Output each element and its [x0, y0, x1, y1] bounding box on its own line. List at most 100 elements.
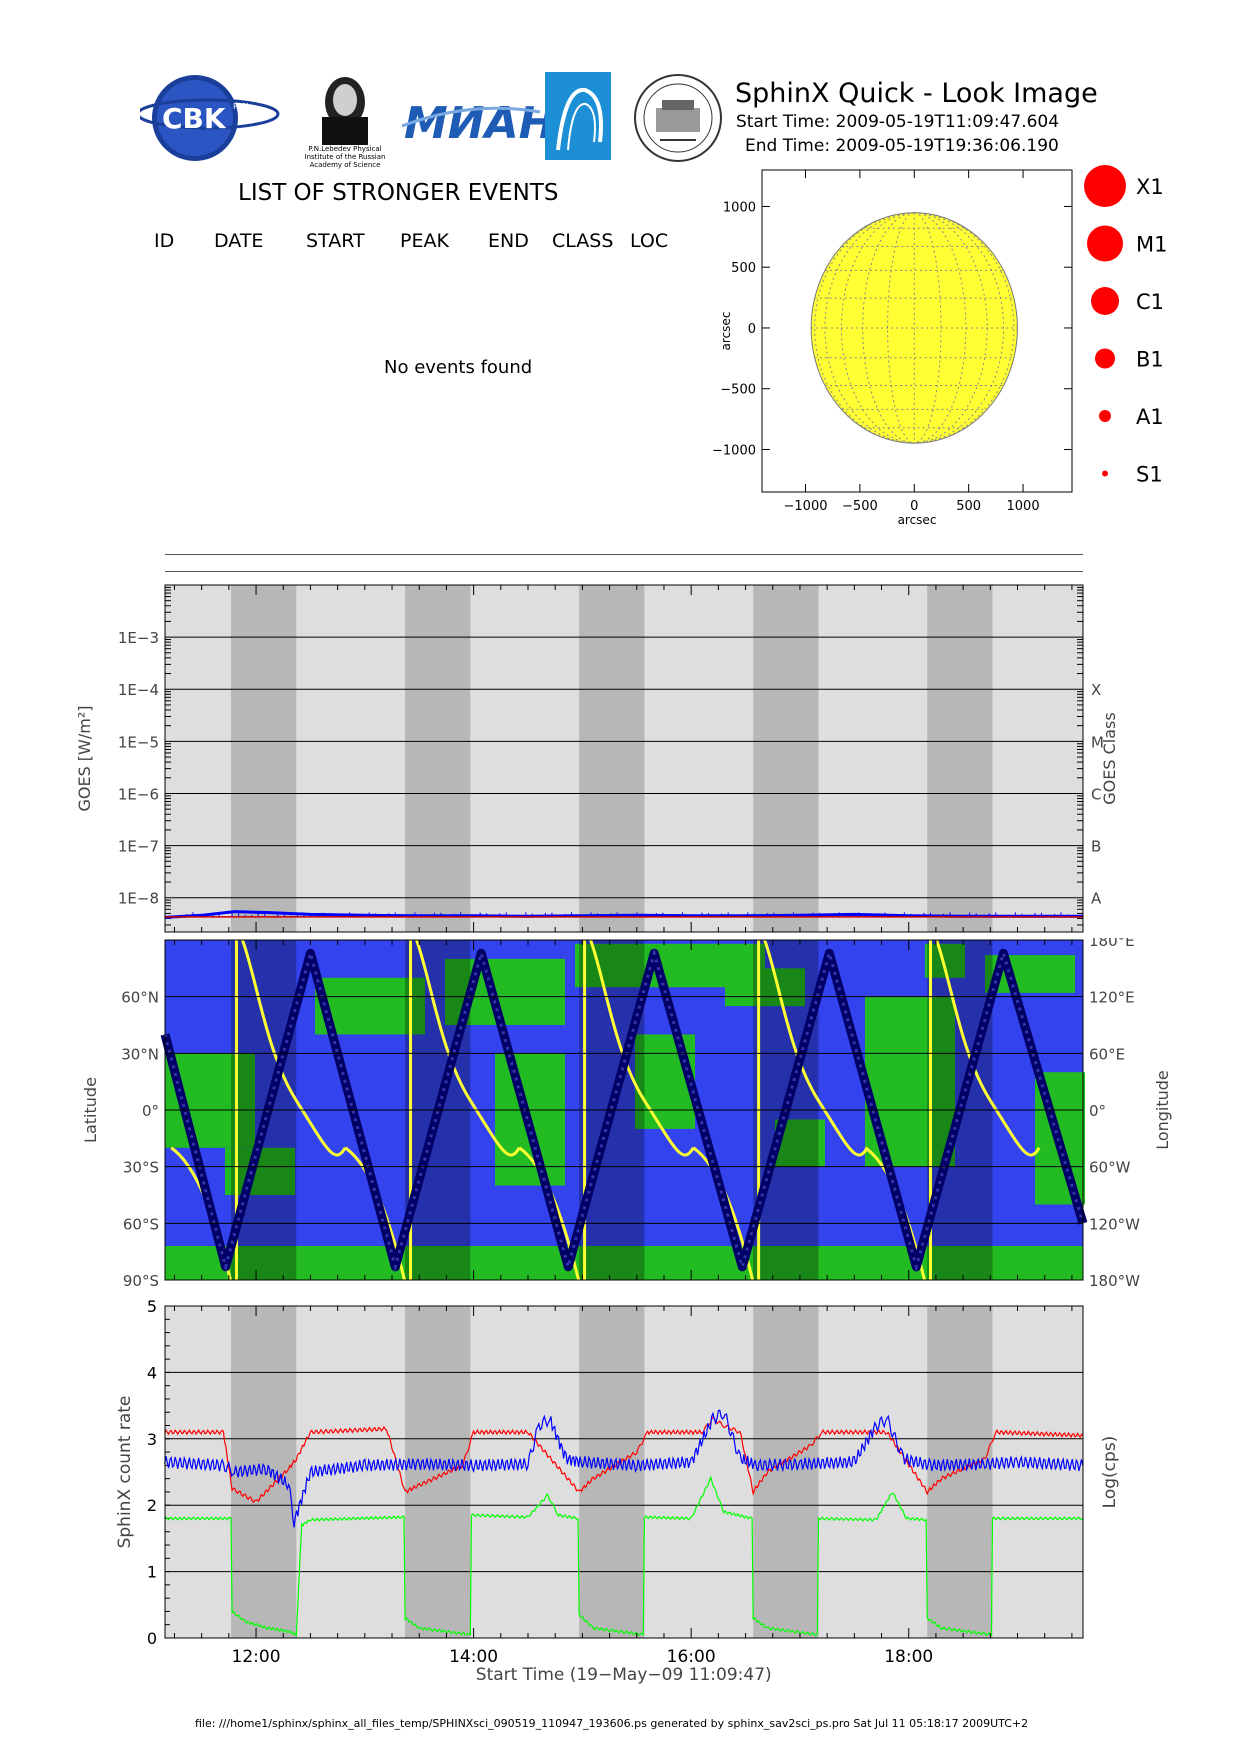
orbit-right-tick-label: 180°W — [1089, 1272, 1140, 1290]
orbit-right-tick-label: 120°W — [1089, 1215, 1140, 1233]
cbk-logo-icon: CBK PAN — [140, 75, 280, 161]
arc-logo-icon — [545, 72, 611, 160]
orbit-longitude-curve — [241, 939, 347, 1157]
goes-night-band — [579, 585, 645, 932]
sphinx-night-band — [579, 1306, 645, 1638]
goes-night-band — [231, 585, 297, 932]
orbit-right-tick-label: 0° — [1089, 1102, 1106, 1120]
sphinx-ytick-label: 2 — [147, 1496, 157, 1515]
goes-ytick-label: 1E−7 — [118, 838, 159, 856]
legend-label-a1: A1 — [1136, 405, 1164, 429]
sphinx-ylabel: SphinX count rate — [115, 1396, 135, 1549]
university-seal-icon — [634, 74, 722, 162]
sphinx-count-chart: 0 1 2 3 4 5 12:00 14:00 16:00 18:00 Start Time (19… — [115, 1297, 1120, 1685]
disk-xtick-label: 0 — [910, 499, 918, 514]
sphinx-xtick-label: 12:00 — [232, 1647, 281, 1667]
goes-class-label: A — [1091, 890, 1102, 908]
sphinx-ytick-label: 4 — [147, 1363, 157, 1382]
disk-xtick-label: −1000 — [784, 499, 828, 514]
goes-ylabel-right: GOES Class — [1100, 712, 1119, 804]
separator-top — [165, 554, 1083, 555]
sphinx-xlabel: Start Time (19−May−09 11:09:47) — [476, 1665, 772, 1685]
goes-frame — [164, 584, 1084, 933]
orbit-longitude-curve — [589, 939, 695, 1157]
disk-xtick-label: 500 — [956, 499, 981, 514]
lebedev-logo-icon: P.N.Lebedev Physical Institute of the Ru… — [305, 77, 386, 169]
disk-xlabel: arcsec — [898, 513, 937, 527]
legend-label-b1: B1 — [1136, 348, 1164, 372]
orbit-right-tick-label: 120°E — [1089, 989, 1135, 1007]
goes-class-label: X — [1091, 681, 1101, 699]
cbk-sub-text: PAN — [233, 102, 249, 111]
goes-night-band — [405, 585, 471, 932]
col-date: DATE — [214, 230, 264, 252]
goes-class-label: B — [1091, 838, 1101, 856]
disk-ytick-label: −500 — [720, 383, 756, 398]
lebedev-caption-3: Academy of Science — [310, 161, 381, 169]
disk-ytick-label: 1000 — [723, 200, 756, 215]
end-time: End Time: 2009-05-19T19:36:06.190 — [745, 136, 1059, 156]
goes-flux-line — [164, 910, 1083, 919]
col-id: ID — [154, 230, 175, 252]
start-time: Start Time: 2009-05-19T11:09:47.604 — [736, 112, 1060, 132]
disk-longitude-line — [841, 212, 915, 444]
legend-label-x1: X1 — [1136, 175, 1164, 199]
orbit-ytick-label: 90°S — [123, 1272, 159, 1290]
col-end: END — [488, 230, 529, 252]
disk-longitude-line — [914, 212, 1004, 444]
legend-marker-x1 — [1084, 165, 1126, 207]
goes-ytick-label: 1E−8 — [118, 890, 159, 908]
sphinx-frame — [164, 1305, 1084, 1639]
goes-class-label: C — [1091, 785, 1101, 803]
orbit-map-chart: 90°S 60°S 30°S 0° 30°N 60°N 180°W 120°W 60°W 0° 60… — [81, 938, 1172, 1290]
orbit-latitude-track-inner — [163, 947, 1085, 1273]
disk-ytick-label: 0 — [748, 322, 756, 337]
col-loc: LOC — [630, 230, 669, 252]
mian-text: МИАН — [404, 98, 556, 149]
sphinx-xtick-label: 16:00 — [667, 1647, 716, 1667]
legend-marker-c1 — [1091, 287, 1119, 315]
orbit-ytick-label: 60°N — [121, 989, 159, 1007]
disk-longitude-line — [824, 212, 915, 444]
disk-ytick-label: −1000 — [712, 443, 756, 458]
goes-night-band — [927, 585, 993, 932]
separator-bottom — [165, 571, 1083, 572]
orbit-frame — [164, 939, 1084, 1281]
orbit-ytick-label: 60°S — [123, 1215, 159, 1233]
footer-file-info: file: ///home1/sphinx/sphinx_all_files_t… — [195, 1717, 1029, 1730]
orbit-right-tick-label: 60°W — [1089, 1159, 1131, 1177]
sphinx-series-blue — [164, 1409, 1084, 1528]
logo-strip: CBK PAN P.N.Lebedev Physical Institute o… — [140, 72, 722, 169]
solar-disk-chart: −1000 −500 0 500 1000 −1000 −500 0 500 1000 arcsec… — [712, 169, 1073, 527]
sphinx-ylabel-right: Log(cps) — [1100, 1436, 1120, 1509]
legend-label-m1: M1 — [1136, 233, 1167, 257]
disk-longitude-line — [887, 212, 915, 444]
legend-label-s1: S1 — [1136, 463, 1163, 487]
goes-ytick-label: 1E−6 — [118, 785, 159, 803]
goes-class-label: M — [1091, 733, 1104, 751]
sphinx-night-band — [405, 1306, 471, 1638]
sphinx-series-red — [164, 1416, 1084, 1504]
orbit-ytick-label: 0° — [142, 1102, 159, 1120]
legend-marker-m1 — [1087, 225, 1123, 262]
orbit-longitude-curve — [763, 939, 869, 1157]
disk-longitude-line — [914, 212, 988, 444]
disk-longitude-line — [914, 212, 967, 444]
sphinx-xtick-label: 18:00 — [884, 1647, 933, 1667]
goes-night-band — [753, 585, 819, 932]
sphinx-night-band — [753, 1306, 819, 1638]
orbit-land — [725, 968, 805, 1007]
sphinx-ytick-label: 1 — [147, 1563, 157, 1582]
goes-flux-chart: 1E−8 1E−7 1E−6 1E−5 1E−4 1E−3 A B C M X GOES [W/m²]… — [75, 584, 1119, 933]
disk-longitude-line — [862, 212, 915, 444]
events-title: LIST OF STRONGER EVENTS — [238, 180, 559, 206]
orbit-longitude-curve — [415, 939, 521, 1157]
lebedev-caption-1: P.N.Lebedev Physical — [308, 145, 381, 153]
legend-label-c1: C1 — [1136, 290, 1164, 314]
orbit-longitude-curve — [935, 939, 1041, 1157]
disk-ytick-label: 500 — [731, 261, 756, 276]
page-title: SphinX Quick - Look Image — [735, 78, 1098, 109]
lebedev-caption-2: Institute of the Russian — [305, 153, 386, 161]
sphinx-series-green — [164, 1475, 1084, 1638]
flare-class-legend: X1 M1 C1 B1 A1 S1 — [1084, 165, 1167, 487]
